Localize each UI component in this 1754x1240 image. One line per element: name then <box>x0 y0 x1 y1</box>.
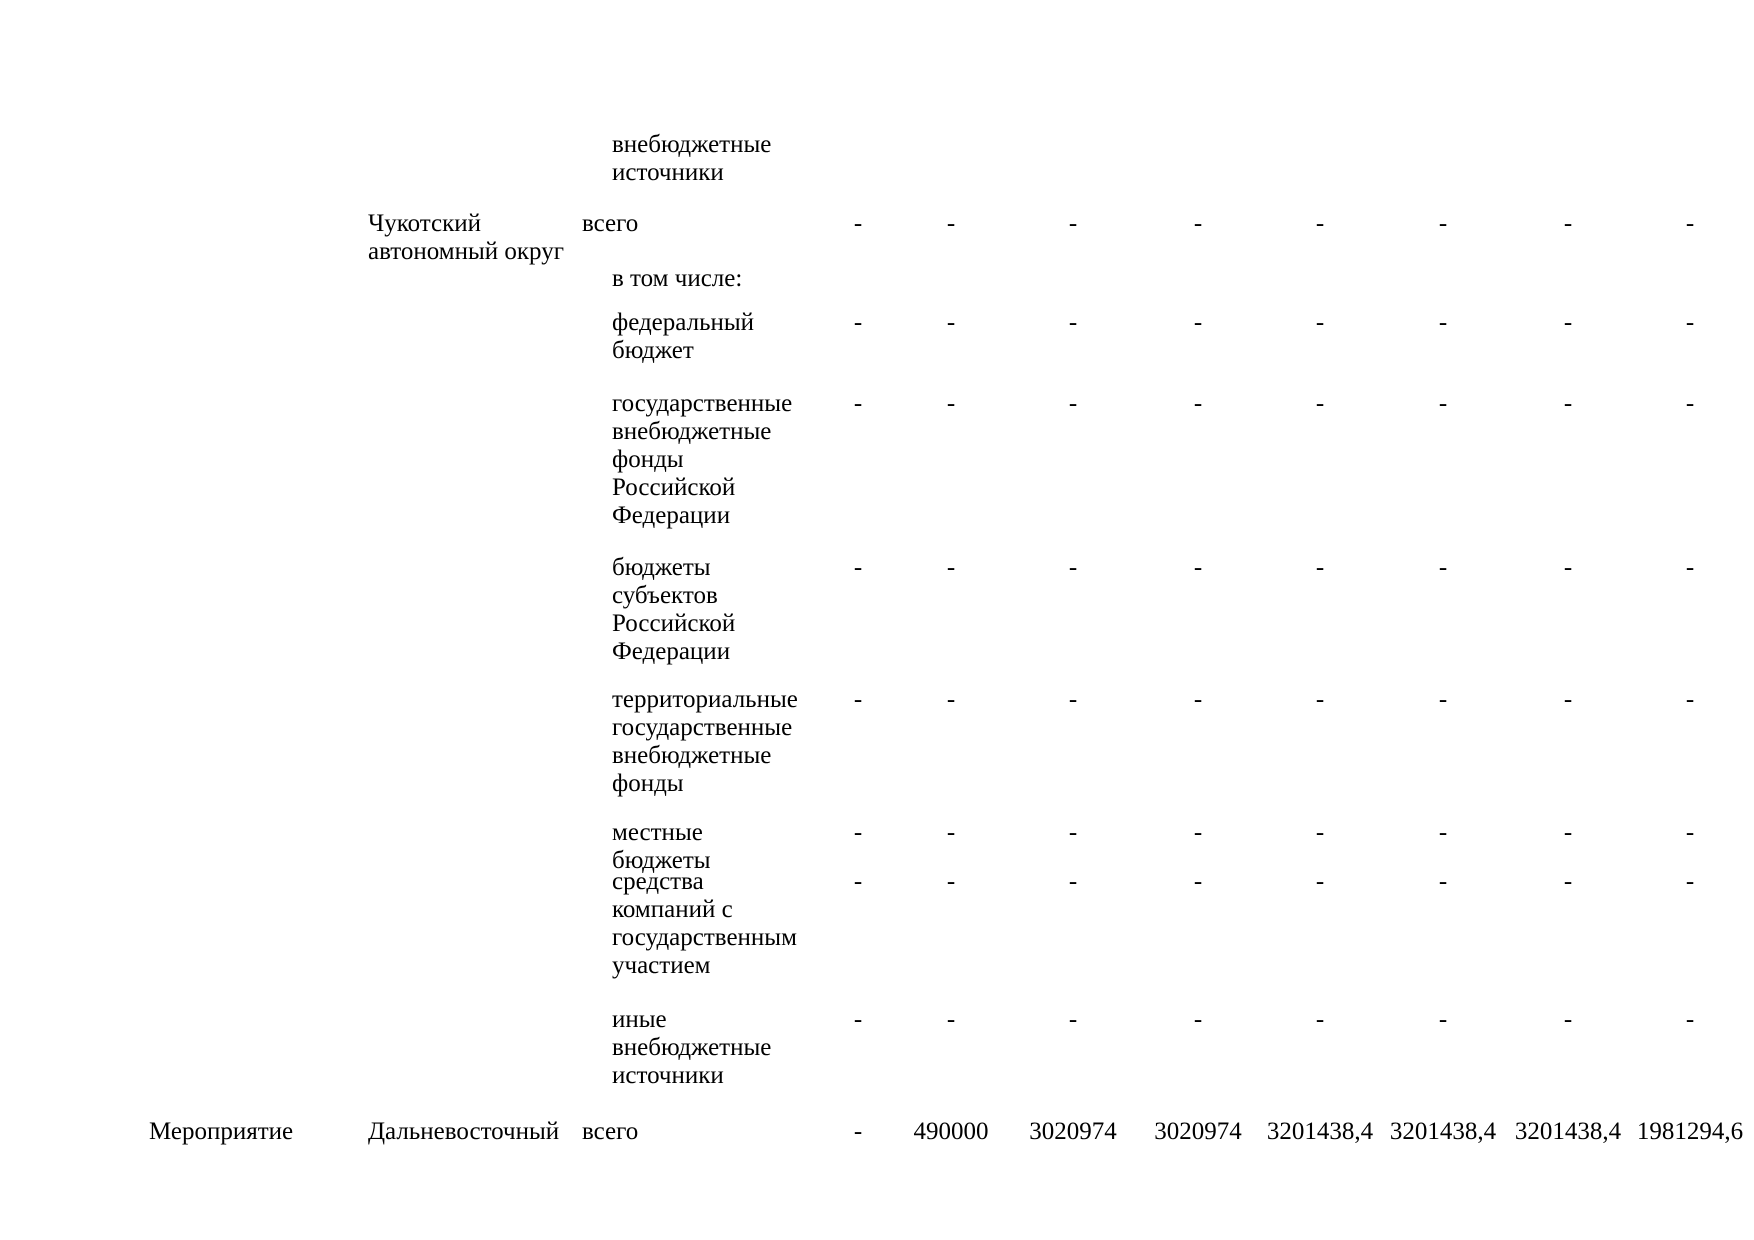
source-cell: средства компаний с государственным учас… <box>612 868 797 979</box>
value-cell: - <box>1315 210 1325 237</box>
value-cell: - <box>1438 210 1448 237</box>
value-cell: - <box>1068 819 1078 846</box>
value-cell: - <box>1563 686 1573 713</box>
value-cell: - <box>1068 554 1078 581</box>
value-cell: - <box>1193 309 1203 336</box>
value-cell: - <box>1315 554 1325 581</box>
value-cell: - <box>1563 390 1573 417</box>
value-cell: - <box>1193 868 1203 895</box>
value-cell: 490000 <box>913 1118 989 1145</box>
source-cell: иные внебюджетные источники <box>612 1006 772 1089</box>
value-cell: - <box>853 686 863 713</box>
value-cell: - <box>853 868 863 895</box>
source-cell: местные бюджеты <box>612 819 711 874</box>
value-cell: - <box>1438 868 1448 895</box>
value-cell: - <box>1438 554 1448 581</box>
value-cell: - <box>1438 686 1448 713</box>
source-cell: всего <box>582 1118 639 1145</box>
value-cell: - <box>1193 210 1203 237</box>
region-cell: Дальневосточный <box>368 1118 560 1145</box>
value-cell: - <box>1685 1006 1695 1033</box>
value-cell: - <box>1315 390 1325 417</box>
value-cell: - <box>1438 390 1448 417</box>
value-cell: - <box>1438 1006 1448 1033</box>
value-cell: - <box>1438 819 1448 846</box>
value-cell: - <box>1315 868 1325 895</box>
value-cell: - <box>1315 819 1325 846</box>
value-cell: - <box>1068 686 1078 713</box>
value-cell: - <box>853 210 863 237</box>
value-cell: - <box>1685 554 1695 581</box>
value-cell: - <box>1563 210 1573 237</box>
value-cell: - <box>1193 1006 1203 1033</box>
value-cell: - <box>1563 554 1573 581</box>
value-cell: - <box>1563 868 1573 895</box>
source-cell: государственные внебюджетные фонды Росси… <box>612 390 793 529</box>
value-cell: - <box>1685 868 1695 895</box>
value-cell: - <box>853 1006 863 1033</box>
value-cell: - <box>853 554 863 581</box>
value-cell: - <box>853 819 863 846</box>
value-cell: - <box>1193 554 1203 581</box>
value-cell: 3201438,4 <box>1389 1118 1497 1145</box>
source-cell: всего <box>582 210 639 237</box>
value-cell: - <box>1068 868 1078 895</box>
value-cell: - <box>1315 686 1325 713</box>
value-cell: - <box>1315 1006 1325 1033</box>
source-cell: территориальные государственные внебюдже… <box>612 686 798 797</box>
value-cell: - <box>1685 390 1695 417</box>
value-cell: - <box>1685 686 1695 713</box>
source-cell: внебюджетные источники <box>612 131 772 186</box>
value-cell: - <box>1068 309 1078 336</box>
activity-cell: Мероприятие <box>149 1118 294 1145</box>
value-cell: - <box>853 309 863 336</box>
value-cell: - <box>1563 1006 1573 1033</box>
value-cell: - <box>1563 819 1573 846</box>
value-cell: - <box>1068 210 1078 237</box>
value-cell: - <box>946 819 956 846</box>
value-cell: - <box>1068 1006 1078 1033</box>
value-cell: 3201438,4 <box>1514 1118 1622 1145</box>
value-cell: - <box>1193 686 1203 713</box>
value-cell: 3020974 <box>1029 1118 1117 1145</box>
value-cell: - <box>1563 309 1573 336</box>
value-cell: - <box>1193 390 1203 417</box>
value-cell: 3020974 <box>1154 1118 1242 1145</box>
source-cell: в том числе: <box>612 265 743 292</box>
value-cell: - <box>946 554 956 581</box>
source-cell: бюджеты субъектов Российской Федерации <box>612 554 736 665</box>
value-cell: - <box>1193 819 1203 846</box>
source-cell: федеральный бюджет <box>612 309 755 364</box>
value-cell: - <box>946 390 956 417</box>
value-cell: - <box>853 1118 863 1145</box>
region-cell: Чукотский автономный округ <box>368 210 564 265</box>
value-cell: - <box>1685 309 1695 336</box>
value-cell: 3201438,4 <box>1266 1118 1374 1145</box>
value-cell: - <box>1315 309 1325 336</box>
value-cell: - <box>1068 390 1078 417</box>
value-cell: - <box>946 868 956 895</box>
value-cell: - <box>946 309 956 336</box>
value-cell: - <box>946 210 956 237</box>
value-cell: 1981294,6 <box>1636 1118 1744 1145</box>
value-cell: - <box>853 390 863 417</box>
value-cell: - <box>1685 819 1695 846</box>
value-cell: - <box>1685 210 1695 237</box>
value-cell: - <box>1438 309 1448 336</box>
value-cell: - <box>946 1006 956 1033</box>
value-cell: - <box>946 686 956 713</box>
